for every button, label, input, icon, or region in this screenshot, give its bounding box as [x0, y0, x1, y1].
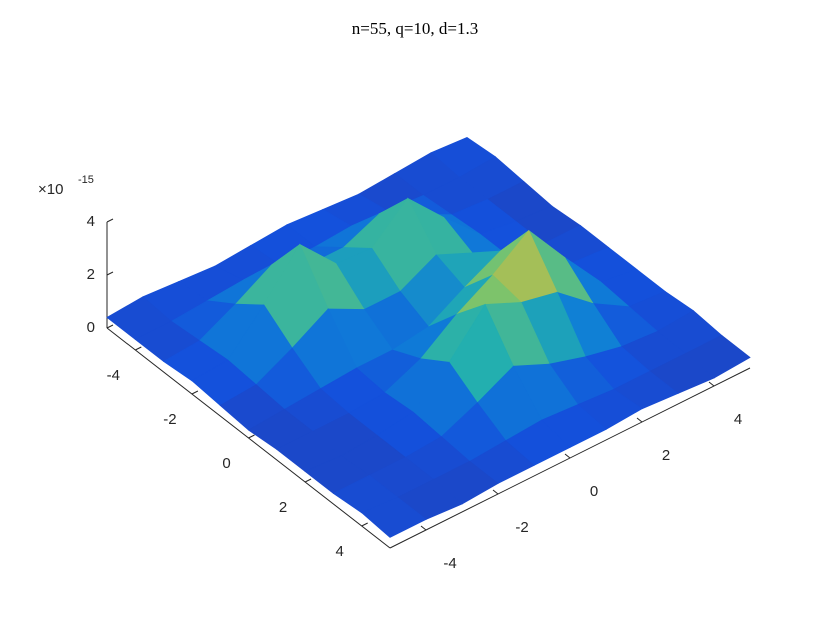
z-tick — [106, 271, 114, 276]
x-tick-label: -2 — [163, 411, 176, 428]
y-tick — [708, 381, 715, 387]
z-tick-label: 2 — [87, 266, 95, 283]
y-tick — [636, 417, 643, 423]
y-tick — [420, 525, 427, 531]
x-tick — [135, 346, 142, 351]
x-tick — [304, 478, 312, 483]
y-tick-label: 4 — [734, 411, 742, 428]
x-tick — [248, 434, 255, 439]
y-tick-label: 0 — [590, 483, 598, 500]
x-tick — [361, 522, 368, 527]
x-tick — [191, 390, 199, 395]
z-tick-label: 4 — [87, 213, 95, 230]
z-exponent-base: ×10 — [38, 181, 63, 198]
y-tick — [564, 453, 571, 459]
z-tick-label: 0 — [87, 319, 95, 336]
z-tick — [106, 324, 114, 329]
y-tick — [492, 489, 499, 495]
chart-title: n=55, q=10, d=1.3 — [352, 19, 479, 38]
x-tick-label: -4 — [107, 367, 120, 384]
x-tick-label: 0 — [222, 455, 230, 472]
x-tick-label: 2 — [279, 499, 287, 516]
z-tick — [106, 218, 114, 223]
surface-patch — [360, 496, 427, 538]
y-tick-label: 2 — [662, 447, 670, 464]
z-exponent: -15 — [78, 174, 94, 186]
x-tick-label: 4 — [336, 543, 344, 560]
y-tick-label: -2 — [515, 519, 528, 536]
y-tick-label: -4 — [443, 555, 456, 572]
